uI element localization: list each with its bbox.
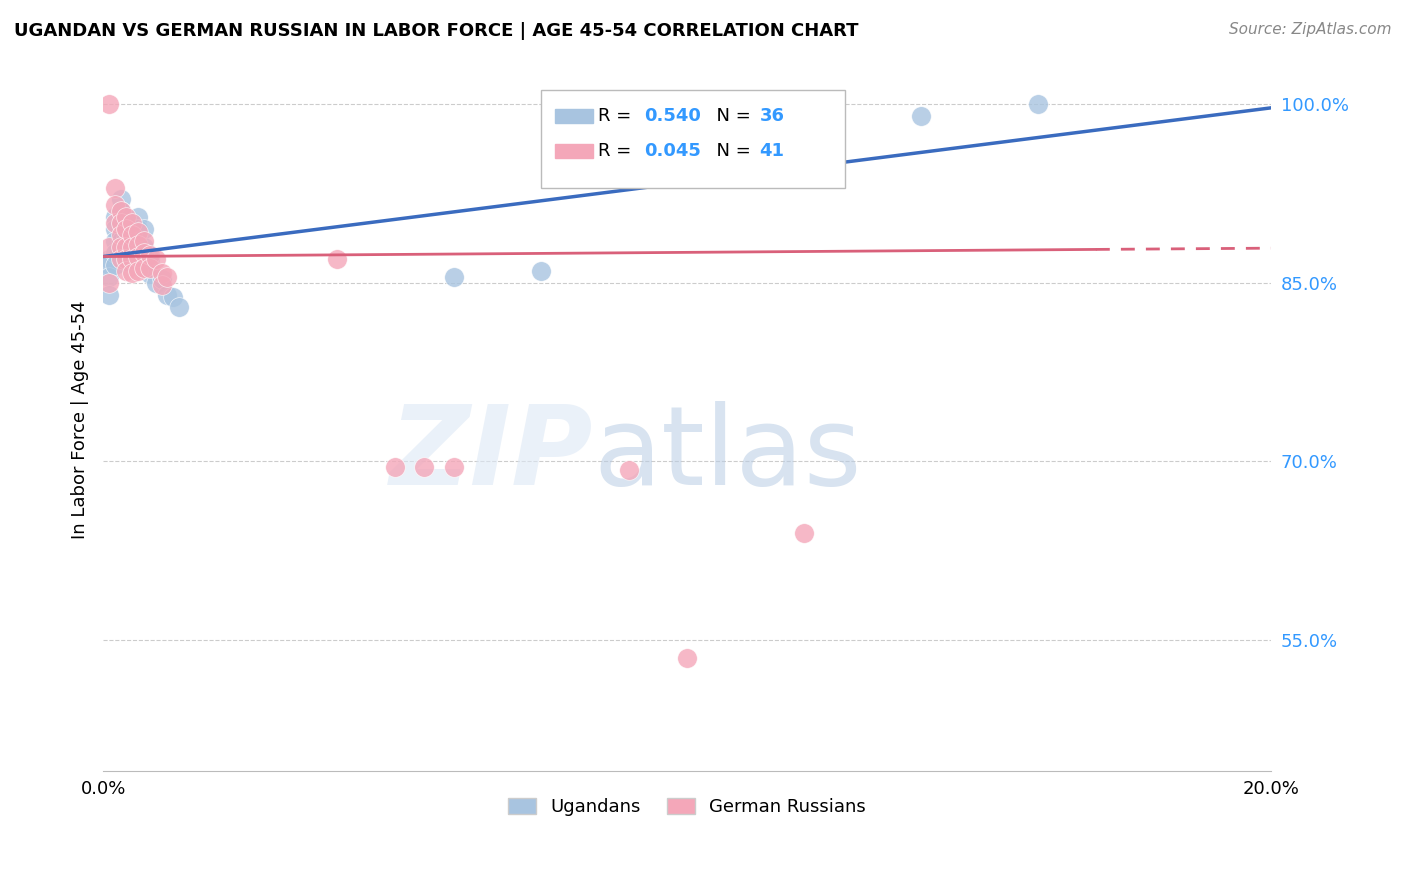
Text: R =: R = <box>599 142 637 160</box>
Point <box>413 460 436 475</box>
Point <box>127 237 149 252</box>
Point <box>121 252 143 266</box>
Point <box>910 109 932 123</box>
Text: R =: R = <box>599 107 637 125</box>
Point <box>156 287 179 301</box>
Point <box>115 243 138 257</box>
Point <box>127 225 149 239</box>
Point <box>127 250 149 264</box>
Point <box>98 258 121 272</box>
Point <box>104 198 127 212</box>
Point <box>127 222 149 236</box>
Point <box>139 252 162 266</box>
Point <box>110 204 132 219</box>
Point <box>139 248 162 262</box>
Point <box>104 258 127 272</box>
Point <box>150 278 173 293</box>
Text: N =: N = <box>704 142 756 160</box>
Point <box>115 230 138 244</box>
Point <box>156 269 179 284</box>
Point <box>115 222 138 236</box>
Point <box>145 276 167 290</box>
FancyBboxPatch shape <box>541 89 845 188</box>
Point <box>1026 97 1049 112</box>
Point <box>115 254 138 268</box>
Point <box>104 216 127 230</box>
Text: UGANDAN VS GERMAN RUSSIAN IN LABOR FORCE | AGE 45-54 CORRELATION CHART: UGANDAN VS GERMAN RUSSIAN IN LABOR FORCE… <box>14 22 859 40</box>
Point <box>104 180 127 194</box>
Point <box>162 290 184 304</box>
Point <box>110 228 132 243</box>
Point <box>793 525 815 540</box>
Point <box>121 228 143 243</box>
Point <box>132 222 155 236</box>
Point <box>132 246 155 260</box>
Point <box>121 266 143 280</box>
Point <box>325 252 347 266</box>
Text: Source: ZipAtlas.com: Source: ZipAtlas.com <box>1229 22 1392 37</box>
Point <box>139 268 162 282</box>
Text: ZIP: ZIP <box>391 401 593 508</box>
Point <box>121 216 143 230</box>
Point <box>110 216 132 230</box>
Point <box>617 462 640 476</box>
Point <box>132 234 155 248</box>
Text: 0.045: 0.045 <box>644 142 700 160</box>
FancyBboxPatch shape <box>555 144 592 158</box>
Point <box>132 261 155 276</box>
Point <box>98 276 121 290</box>
Point <box>676 650 699 665</box>
Point <box>121 216 143 230</box>
Point <box>110 240 132 254</box>
Point <box>150 272 173 286</box>
Point <box>98 287 121 301</box>
Text: 41: 41 <box>759 142 785 160</box>
Point <box>104 234 127 248</box>
Point <box>98 97 121 112</box>
Point <box>110 193 132 207</box>
Point <box>104 211 127 225</box>
Point <box>121 246 143 260</box>
Point <box>121 240 143 254</box>
Point <box>121 228 143 243</box>
Point <box>150 266 173 280</box>
Point <box>115 211 138 225</box>
Point <box>110 234 132 248</box>
Text: 36: 36 <box>759 107 785 125</box>
FancyBboxPatch shape <box>555 109 592 123</box>
Text: 0.540: 0.540 <box>644 107 700 125</box>
Point <box>110 216 132 230</box>
Point <box>110 252 132 266</box>
Point <box>110 204 132 219</box>
Point <box>98 252 121 266</box>
Point <box>132 240 155 254</box>
Legend: Ugandans, German Russians: Ugandans, German Russians <box>499 789 875 825</box>
Point <box>115 252 138 266</box>
Point <box>145 252 167 266</box>
Y-axis label: In Labor Force | Age 45-54: In Labor Force | Age 45-54 <box>72 301 89 539</box>
Point <box>104 246 127 260</box>
Point <box>104 222 127 236</box>
Point <box>443 460 465 475</box>
Point <box>115 264 138 278</box>
Point <box>530 264 553 278</box>
Point <box>115 240 138 254</box>
Text: atlas: atlas <box>593 401 862 508</box>
Point <box>98 240 121 254</box>
Point <box>139 261 162 276</box>
Text: N =: N = <box>704 107 756 125</box>
Point <box>443 269 465 284</box>
Point <box>167 300 190 314</box>
Point <box>127 237 149 252</box>
Point <box>384 460 406 475</box>
Point <box>127 264 149 278</box>
Point <box>115 222 138 236</box>
Point <box>127 211 149 225</box>
Point <box>98 269 121 284</box>
